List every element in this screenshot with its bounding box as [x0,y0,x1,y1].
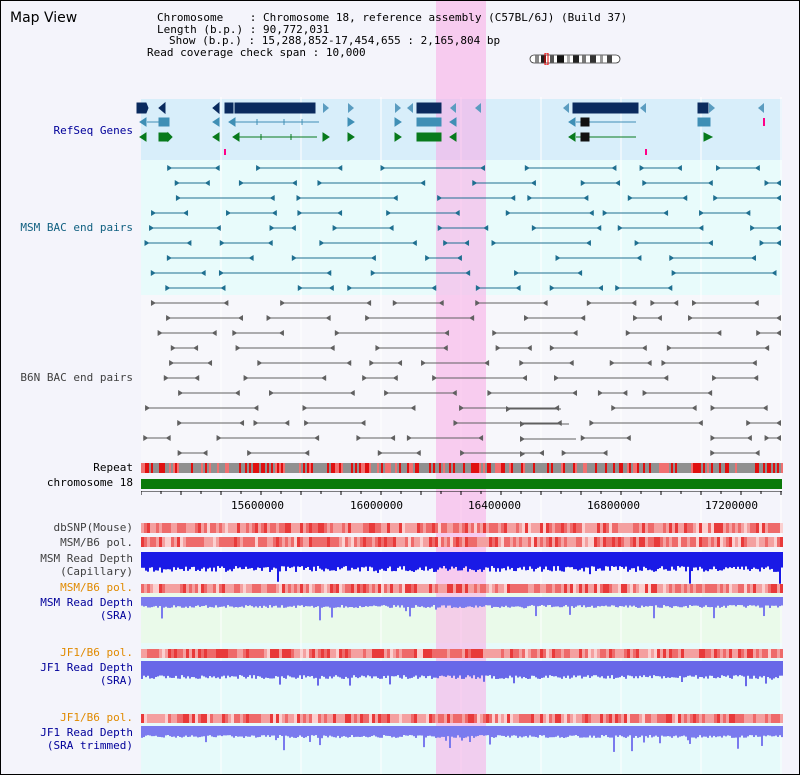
dbsnp-label: dbSNP(Mouse) [53,521,133,534]
repeat-label: Repeat [93,461,133,474]
jf1-depth-sra-label-1: JF1 Read Depth [40,661,133,674]
refseq-genes-label: RefSeq Genes [53,124,133,137]
scale-label-3: 16400000 [468,499,521,512]
scale-label-1: 15600000 [231,499,284,512]
msm-depth-sra-label-2: (SRA) [99,609,133,622]
refseq-genes-track[interactable] [1,1,800,161]
jf1-depth-sra-label-2: (SRA) [99,674,133,687]
scale-label-2: 16000000 [350,499,403,512]
repeat-track[interactable] [1,1,800,491]
info-block: Chromosome : Chromosome 18, reference as… [147,11,628,59]
msm-b6-pol-label-2: MSM/B6 pol. [60,581,133,594]
show-value: 15,288,852-17,454,655 : 2,165,804 bp [261,34,501,47]
chromosome-value: Chromosome 18, reference assembly (C57BL… [262,11,628,24]
b6n-bac-label: B6N BAC end pairs [20,371,133,384]
position-scale [141,491,782,495]
jf1-b6-pol-label-2: JF1/B6 pol. [60,711,133,724]
msm-depth-sra-label-1: MSM Read Depth [40,596,133,609]
chromosome-bar[interactable] [141,479,782,489]
msm-b6-pol-label-1: MSM/B6 pol. [60,536,133,549]
coverage-value: 10,000 [325,45,366,59]
coverage-label: Read coverage check span [147,45,306,59]
chromosome-label: Chromosome [157,11,224,24]
msm-bac-label: MSM BAC end pairs [20,221,133,234]
msm-depth-capillary-label-2: (Capillary) [60,565,133,578]
chromosome-track-label: chromosome 18 [46,476,133,489]
length-label: Length (b.p.) [157,22,244,36]
selection-highlight[interactable] [436,1,486,774]
scale-label-5: 17200000 [705,499,758,512]
jf1-depth-trimmed-label-1: JF1 Read Depth [40,726,133,739]
msm-depth-capillary-label-1: MSM Read Depth [40,552,133,565]
window-title: Map View [10,10,78,26]
length-value: 90,772,031 [262,22,330,36]
jf1-b6-pol-label-1: JF1/B6 pol. [60,646,133,659]
chromosome-ideogram[interactable] [529,53,621,65]
show-label: Show (b.p.) [169,34,242,47]
scale-label-4: 16800000 [587,499,640,512]
bac-end-pairs-tracks[interactable] [1,1,800,461]
jf1-depth-trimmed-label-2: (SRA trimmed) [46,739,133,752]
